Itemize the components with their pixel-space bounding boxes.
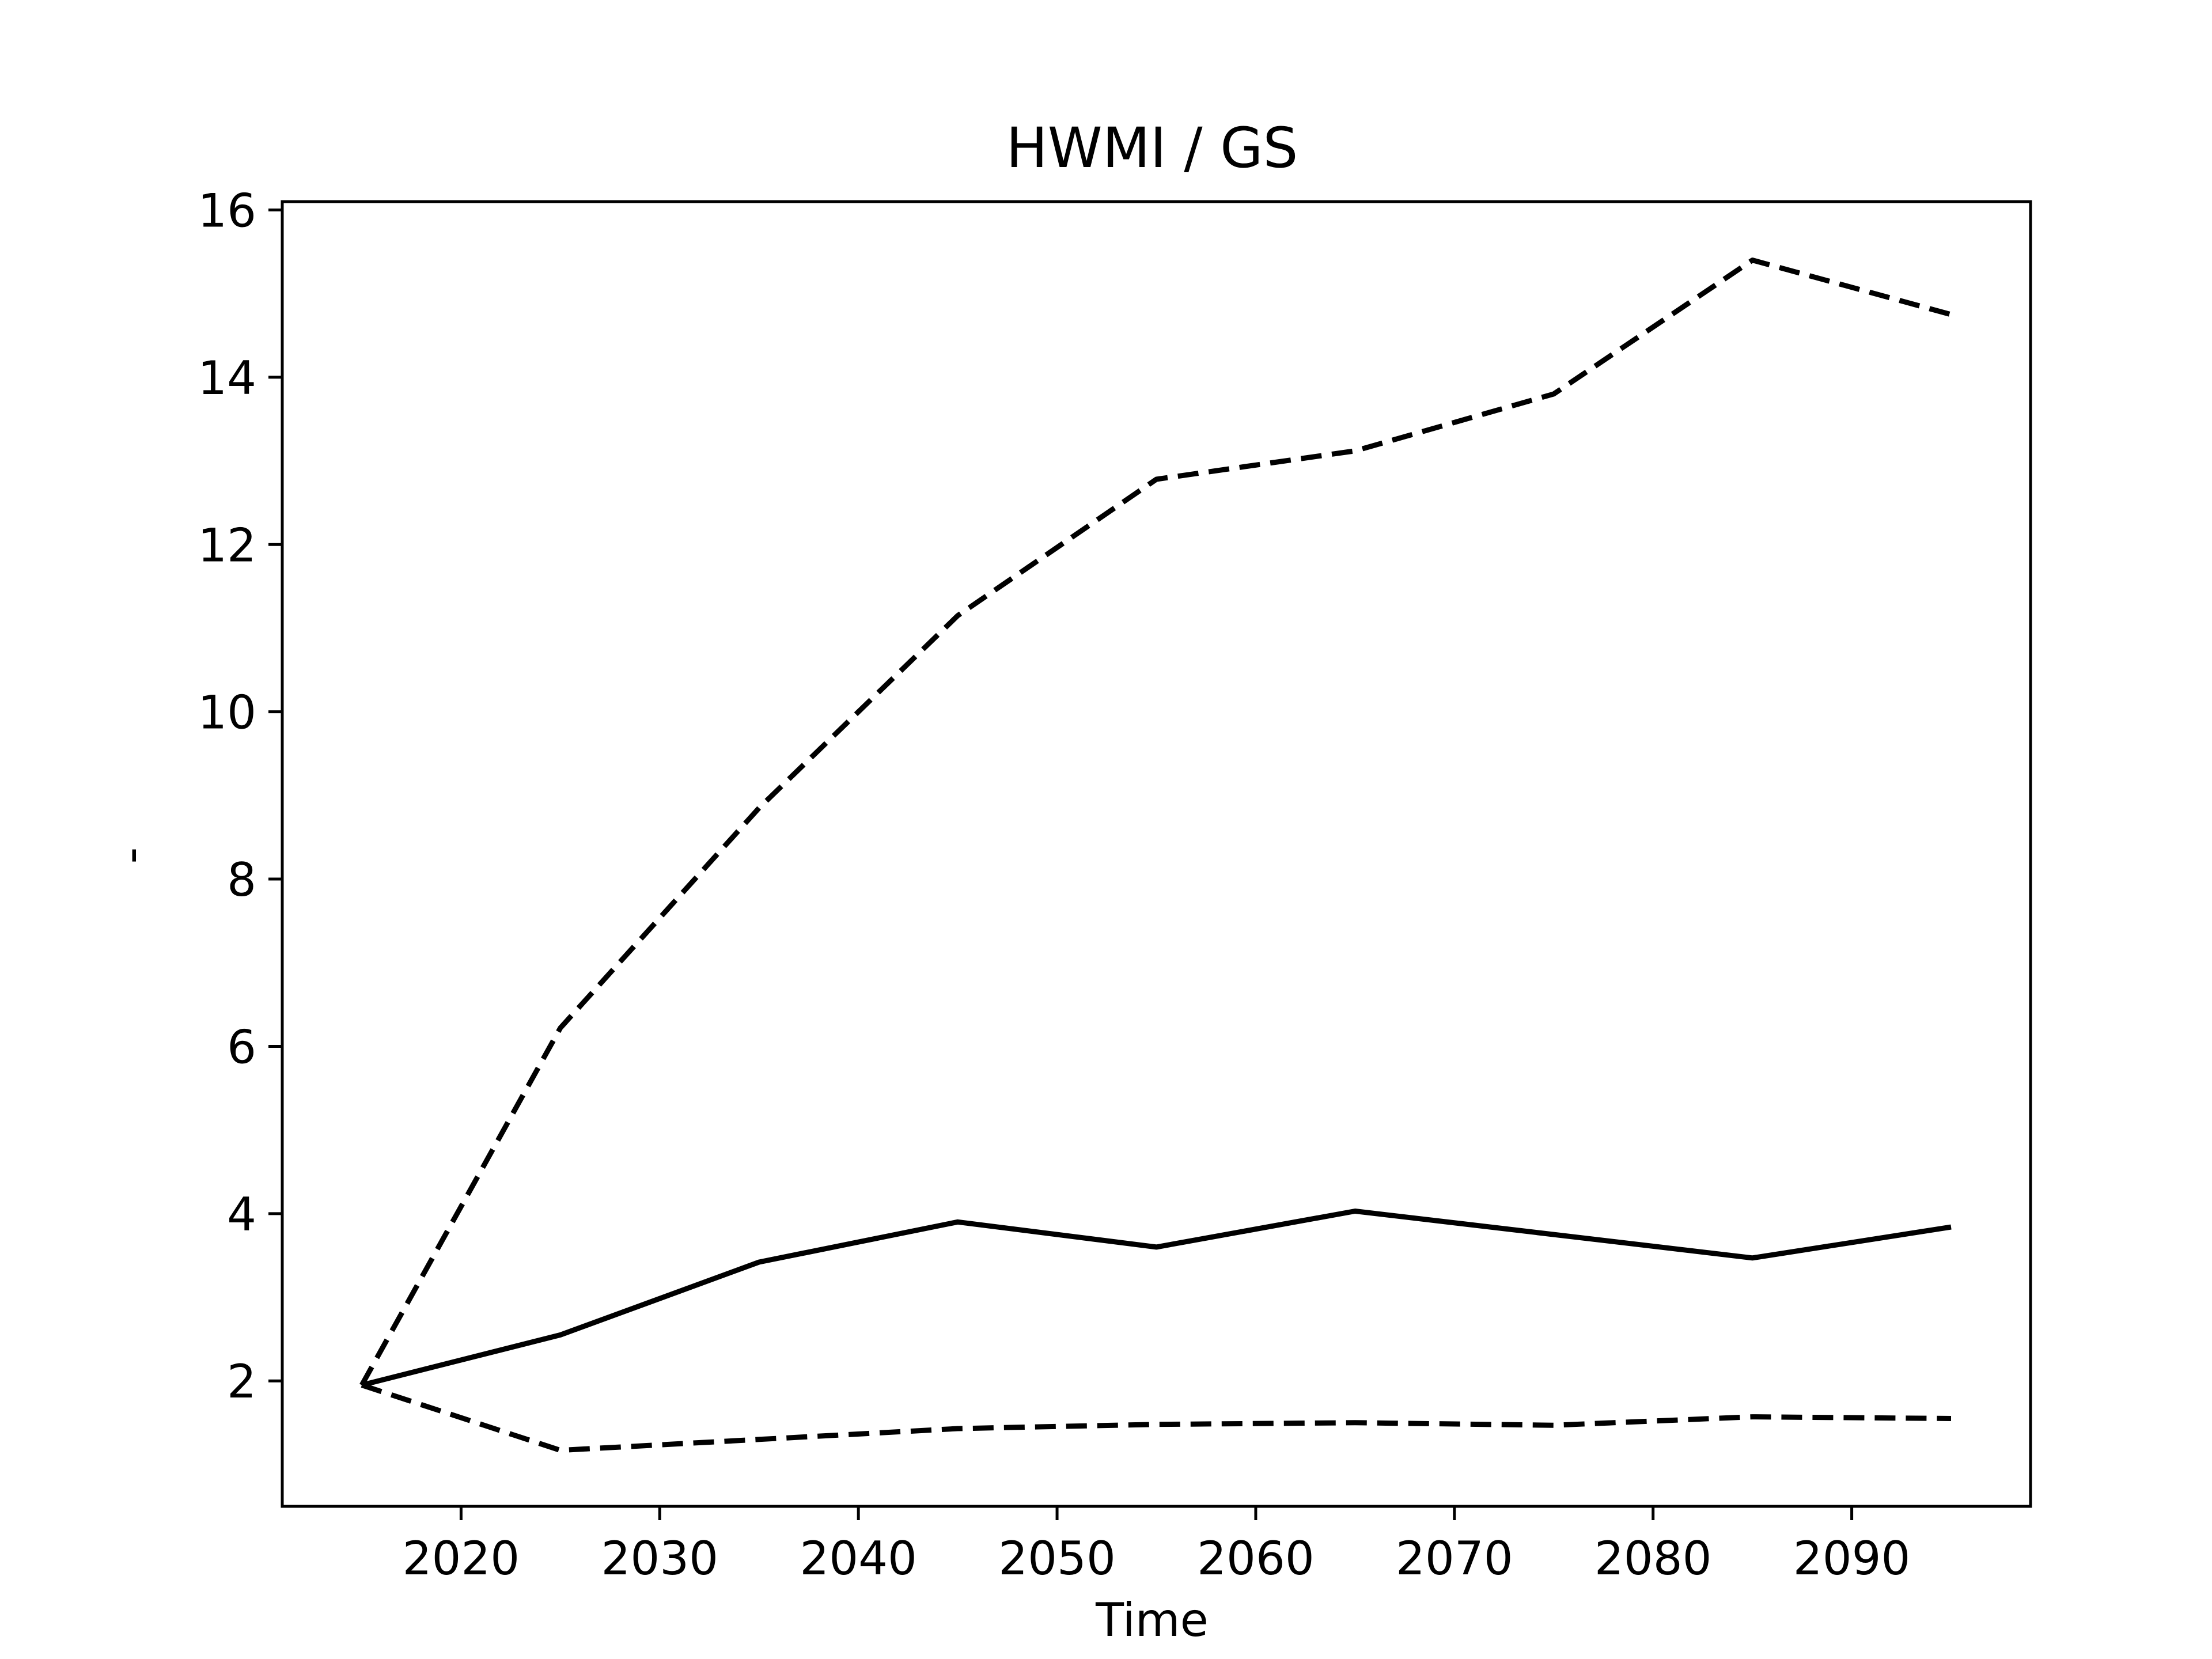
series-group — [359, 257, 1952, 1453]
x-axis: 2020 2030 2040 2050 2060 2070 2080 2090 — [403, 1506, 1911, 1585]
y-tick-label: 8 — [227, 853, 256, 907]
x-tick-label: 2040 — [800, 1532, 917, 1585]
y-axis: 2 4 6 8 10 12 14 16 — [198, 184, 282, 1408]
x-tick-label: 2090 — [1793, 1532, 1911, 1585]
series-line-2 — [359, 257, 1952, 1387]
y-tick-label: 16 — [198, 184, 256, 238]
y-tick-label: 6 — [227, 1020, 256, 1074]
plot-frame — [281, 200, 2032, 1508]
x-tick-label: 2030 — [601, 1532, 718, 1585]
plot-area — [281, 200, 2032, 1508]
y-tick-label: 4 — [227, 1188, 256, 1241]
x-tick-label: 2070 — [1396, 1532, 1513, 1585]
y-tick-label: 2 — [227, 1355, 256, 1408]
chart-title: HWMI / GS — [1006, 116, 1298, 180]
x-tick-label: 2050 — [998, 1532, 1116, 1585]
y-axis-label: - — [104, 847, 158, 864]
x-tick-label: 2020 — [403, 1532, 520, 1585]
y-tick-label: 14 — [198, 351, 256, 405]
x-axis-label: Time — [1095, 1593, 1209, 1647]
y-tick-label: 10 — [198, 686, 256, 740]
series-line-1 — [361, 1209, 1952, 1388]
y-tick-label: 12 — [198, 518, 256, 572]
x-tick-label: 2080 — [1594, 1532, 1712, 1585]
x-tick-label: 2060 — [1197, 1532, 1315, 1585]
